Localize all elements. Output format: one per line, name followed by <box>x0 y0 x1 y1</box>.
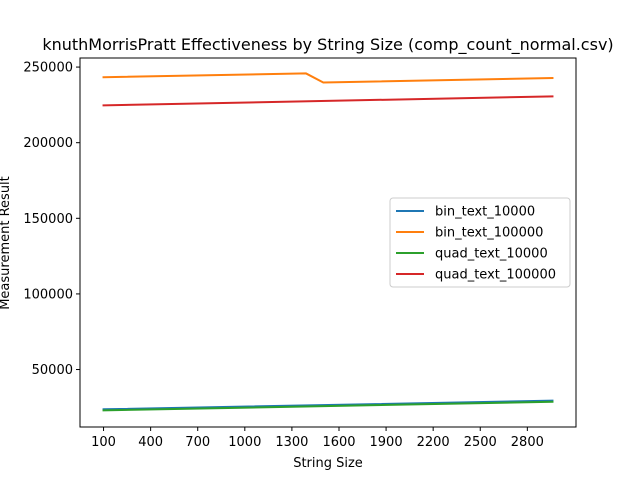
y-tick-label: 50000 <box>32 363 73 378</box>
x-tick-label: 400 <box>138 435 163 450</box>
series-line-bin_text_100000 <box>102 72 554 84</box>
x-tick-label: 2500 <box>464 435 497 450</box>
y-tick-label: 250000 <box>23 61 73 76</box>
x-tick-label: 2200 <box>417 435 450 450</box>
legend-box <box>389 197 571 288</box>
legend-label-quad_text_10000: quad_text_10000 <box>435 247 548 262</box>
x-tick-label: 1600 <box>322 435 355 450</box>
x-tick-label: 2800 <box>511 435 544 450</box>
legend-label-quad_text_100000: quad_text_100000 <box>435 268 556 283</box>
y-tick-label: 100000 <box>23 287 73 302</box>
series-line-quad_text_100000 <box>102 95 554 107</box>
y-tick-label: 200000 <box>23 136 73 151</box>
legend: bin_text_10000 bin_text_100000 quad_text_1… <box>389 197 571 288</box>
y-axis-ticks: 50000 100000 150000 200000 250000 <box>23 61 80 378</box>
series-line-quad_text_10000 <box>102 400 554 412</box>
chart-title: knuthMorrisPratt Effectiveness by String… <box>42 35 613 55</box>
legend-label-bin_text_10000: bin_text_10000 <box>435 205 535 220</box>
plot-frame <box>79 57 577 428</box>
series-line-bin_text_10000 <box>102 399 554 411</box>
x-tick-label: 700 <box>185 435 210 450</box>
series-layer <box>102 72 554 412</box>
x-tick-label: 1900 <box>370 435 403 450</box>
x-axis-ticks: 100 400 700 1000 1300 1600 1900 2200 2500 2800 <box>91 427 544 450</box>
x-axis-label: String Size <box>293 456 363 471</box>
legend-label-bin_text_100000: bin_text_100000 <box>435 226 543 241</box>
x-tick-label: 1000 <box>228 435 261 450</box>
x-tick-label: 100 <box>91 435 116 450</box>
y-axis-label: Measurement Result <box>0 176 13 310</box>
x-tick-label: 1300 <box>275 435 308 450</box>
y-tick-label: 150000 <box>23 212 73 227</box>
